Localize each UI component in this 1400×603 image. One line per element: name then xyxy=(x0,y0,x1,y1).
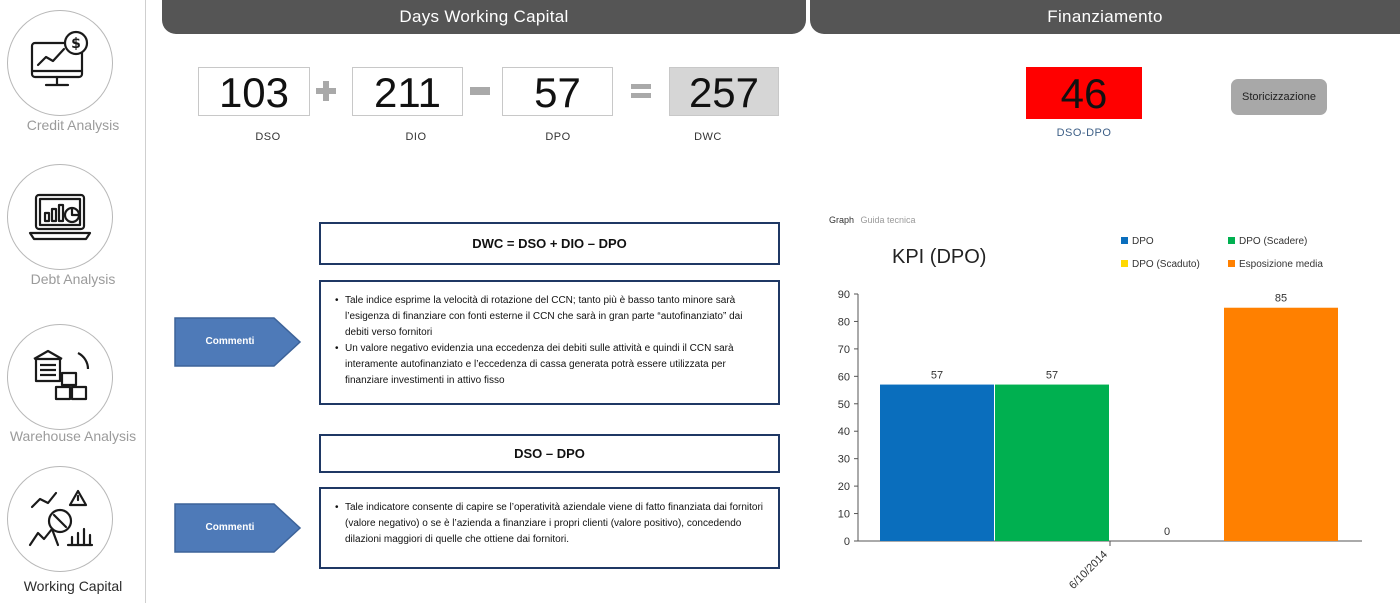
laptop-chart-icon xyxy=(7,164,113,270)
arrow-shape xyxy=(174,503,302,553)
warehouse-boxes-icon xyxy=(7,324,113,430)
sidebar-item-warehouse-analysis[interactable]: Warehouse Analysis xyxy=(0,320,146,450)
chart-tabs: Graph Guida tecnica xyxy=(829,215,920,225)
data-label: 57 xyxy=(1046,370,1058,382)
data-label: 57 xyxy=(931,370,943,382)
legend-swatch xyxy=(1121,260,1128,267)
x-tick-label: 6/10/2014 xyxy=(1067,549,1110,592)
tab-graph[interactable]: Graph xyxy=(829,215,855,225)
kpi-dpo-bar-chart: 0 10 20 30 40 50 60 70 80 90 57 57 0 85 6/10/2014 xyxy=(838,289,1362,592)
equals-operator-top xyxy=(631,84,651,89)
legend-item-dpo-scadere[interactable]: DPO (Scadere) xyxy=(1228,236,1307,247)
y-tick-label: 20 xyxy=(838,481,850,493)
sidebar-item-label: Debt Analysis xyxy=(30,271,116,287)
legend-swatch xyxy=(1228,260,1235,267)
dwc-section-header: Days Working Capital xyxy=(162,0,806,34)
y-tick-label: 40 xyxy=(838,426,850,438)
dio-label: DIO xyxy=(405,131,427,143)
arrow-shape xyxy=(174,317,302,367)
commenti-arrow-button[interactable]: Commenti xyxy=(174,503,302,553)
bar-dpo-scadere xyxy=(995,384,1109,541)
chart-title: KPI (DPO) xyxy=(892,246,987,268)
y-tick-label: 60 xyxy=(838,371,850,383)
dpo-value: 57 xyxy=(502,67,613,116)
comment-bullet: Tale indice esprime la velocità di rotaz… xyxy=(335,293,766,341)
sidebar-item-label: Credit Analysis xyxy=(26,117,120,133)
dso-dpo-value: 46 xyxy=(1026,67,1142,119)
equals-operator-bottom xyxy=(631,93,651,98)
bar-dpo xyxy=(880,384,994,541)
dso-dpo-comment-panel: Tale indicatore consente di capire se l’… xyxy=(319,487,780,569)
finanziamento-section-header: Finanziamento xyxy=(810,0,1400,34)
legend-swatch xyxy=(1228,237,1235,244)
sidebar-item-credit-analysis[interactable]: $ Credit Analysis xyxy=(0,0,146,140)
legend-label: DPO (Scaduto) xyxy=(1132,259,1200,270)
dpo-label: DPO xyxy=(545,131,571,143)
comment-bullet: Un valore negativo evidenzia una ecceden… xyxy=(335,341,766,389)
dso-dpo-label: DSO-DPO xyxy=(1056,127,1112,139)
data-label: 85 xyxy=(1275,293,1287,305)
comment-bullet: Tale indicatore consente di capire se l’… xyxy=(335,500,766,548)
legend-label: DPO xyxy=(1132,236,1154,247)
y-tick-label: 50 xyxy=(838,399,850,411)
sidebar: $ Credit Analysis Debt Analysis xyxy=(0,0,146,603)
dso-label: DSO xyxy=(255,131,281,143)
monitor-dollar-icon: $ xyxy=(7,10,113,116)
plus-operator-vertical xyxy=(323,81,329,101)
y-tick-label: 0 xyxy=(844,536,850,548)
data-label: 0 xyxy=(1164,526,1170,538)
dwc-value: 257 xyxy=(669,67,779,116)
commenti-label: Commenti xyxy=(205,522,255,533)
dso-dpo-title: DSO – DPO xyxy=(319,434,780,473)
legend-item-dpo[interactable]: DPO xyxy=(1121,236,1154,247)
dso-value: 103 xyxy=(198,67,310,116)
minus-operator xyxy=(470,87,490,95)
y-tick-label: 10 xyxy=(838,509,850,521)
dwc-comment-panel: Tale indice esprime la velocità di rotaz… xyxy=(319,280,780,405)
tab-guida-tecnica[interactable]: Guida tecnica xyxy=(860,215,916,225)
legend-label: DPO (Scadere) xyxy=(1239,236,1308,247)
legend-swatch xyxy=(1121,237,1128,244)
y-tick-label: 90 xyxy=(838,289,850,301)
commenti-arrow-button[interactable]: Commenti xyxy=(174,317,302,367)
sidebar-item-label: Warehouse Analysis xyxy=(9,428,137,444)
sidebar-item-debt-analysis[interactable]: Debt Analysis xyxy=(0,160,146,295)
dwc-label: DWC xyxy=(694,131,722,143)
legend-label: Esposizione media xyxy=(1239,259,1323,270)
storicizzazione-button[interactable]: Storicizzazione xyxy=(1231,79,1327,115)
sidebar-item-working-capital[interactable]: Working Capital xyxy=(0,460,146,603)
dwc-formula-title: DWC = DSO + DIO – DPO xyxy=(319,222,780,265)
bar-esposizione-media xyxy=(1224,307,1338,541)
legend-item-esposizione-media[interactable]: Esposizione media xyxy=(1228,259,1323,270)
svg-text:$: $ xyxy=(71,36,81,52)
commenti-label: Commenti xyxy=(205,336,255,347)
working-capital-icon xyxy=(7,466,113,572)
y-tick-label: 80 xyxy=(838,316,850,328)
legend-item-dpo-scaduto[interactable]: DPO (Scaduto) xyxy=(1121,259,1200,270)
dio-value: 211 xyxy=(352,67,463,116)
y-tick-label: 30 xyxy=(838,454,850,466)
sidebar-item-label: Working Capital xyxy=(23,578,123,594)
y-tick-label: 70 xyxy=(838,344,850,356)
